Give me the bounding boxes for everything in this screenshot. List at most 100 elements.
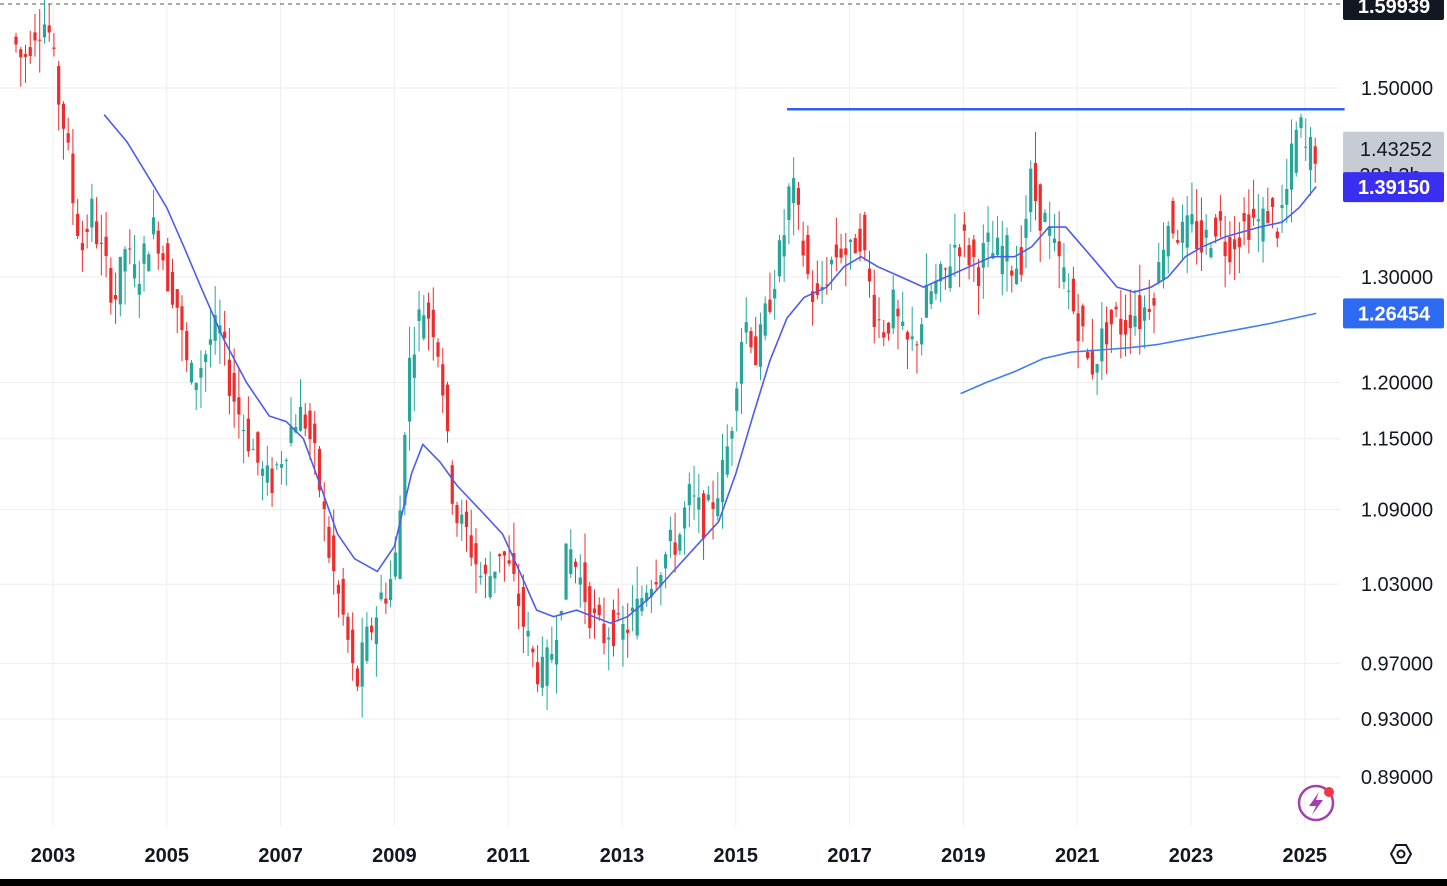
candle-body (682, 507, 687, 529)
candle-body (1285, 188, 1289, 205)
candle-body (1005, 235, 1009, 262)
candle-body (336, 584, 341, 594)
candle-body (792, 178, 796, 204)
candle-body (782, 235, 786, 257)
candle-body (877, 319, 881, 321)
candle-body (602, 623, 606, 644)
candle-body (711, 502, 715, 509)
candle-body (991, 253, 995, 259)
ma-slow-line (960, 312, 1317, 395)
lightning-icon[interactable] (1297, 784, 1335, 822)
candle-body (811, 291, 815, 303)
candle-body (739, 342, 744, 384)
candle-body (1033, 162, 1038, 202)
candle-body (14, 36, 18, 45)
candle-body (1214, 217, 1218, 237)
candle-body (540, 656, 544, 688)
candle-body (692, 495, 696, 497)
candle-body (730, 431, 734, 439)
candle-body (607, 637, 611, 640)
y-tick-label: 1.09000 (1361, 499, 1433, 521)
candle-body (929, 291, 933, 305)
candle-body (687, 484, 691, 506)
candle-body (1294, 129, 1298, 173)
y-tick-label: 0.97000 (1361, 653, 1433, 675)
candle-body (460, 514, 464, 524)
candle-body (716, 498, 720, 517)
candle-body (1057, 241, 1061, 257)
candle-body (57, 66, 61, 105)
candle-body (1043, 212, 1047, 223)
candle-body (469, 535, 473, 558)
candle-body (953, 244, 957, 248)
candle-body (332, 535, 336, 572)
candle-body (80, 243, 84, 251)
candle-body (313, 423, 317, 444)
candle-body (426, 302, 431, 319)
candle-body (95, 221, 99, 245)
candle-body (441, 364, 445, 396)
candle-body (208, 339, 213, 345)
current-price-text: 1.43252 (1360, 139, 1432, 161)
candle-body (242, 429, 246, 431)
candle-body (517, 593, 521, 606)
candle-body (886, 322, 891, 334)
candle-body (801, 240, 805, 256)
candle-body (910, 336, 914, 340)
candle-body (943, 268, 947, 270)
candle-body (23, 54, 28, 57)
candle-body (649, 588, 653, 597)
candle-body (678, 534, 682, 551)
candle-body (109, 268, 113, 303)
candle-body (697, 497, 701, 510)
candle-body (1199, 220, 1204, 253)
candle-body (422, 315, 426, 339)
candle-body (393, 552, 397, 577)
ma-slow-price-label: 1.26454 (1343, 298, 1444, 329)
candle-body (237, 397, 241, 415)
candle-body (1223, 241, 1227, 257)
candle-body (166, 243, 170, 292)
candle-body (213, 315, 217, 341)
candle-body (512, 553, 516, 574)
time-axis[interactable]: 2003 2005 2007 2009 2011 2013 2015 2017 2019 2021… (31, 845, 1327, 867)
ma-fast-price-label: 1.39150 (1343, 172, 1444, 203)
candle-body (76, 213, 80, 237)
candle-body (1157, 262, 1161, 283)
candle-body (28, 47, 32, 57)
candle-body (204, 354, 208, 363)
candle-body (246, 418, 250, 452)
candle-body (972, 239, 976, 257)
candle-body (564, 543, 568, 600)
candle-body (232, 372, 236, 402)
candle-body (227, 359, 231, 396)
candle-body (303, 414, 307, 429)
candle-body (896, 308, 900, 317)
y-tick-label: 1.50000 (1361, 78, 1433, 100)
candle-body (583, 562, 587, 603)
candle-body (1133, 315, 1137, 327)
candle-body (763, 303, 767, 336)
candle-body (1071, 278, 1076, 312)
candle-body (1161, 249, 1166, 280)
candle-body (185, 331, 189, 361)
candle-body (275, 464, 279, 466)
candle-body (934, 280, 938, 294)
candle-body (346, 616, 350, 640)
candle-body (412, 354, 416, 378)
x-tick-label: 2017 (827, 845, 872, 867)
candle-body (939, 264, 943, 282)
candle-body (844, 248, 848, 255)
candle-body (664, 554, 668, 569)
candle-body (1114, 306, 1118, 310)
candle-body (1076, 313, 1080, 342)
candle-body (1014, 268, 1019, 285)
candle-body (1152, 298, 1156, 306)
candle-body (1100, 328, 1104, 362)
candle-body (474, 543, 478, 565)
settings-icon[interactable] (1389, 844, 1413, 864)
candle-body (298, 406, 303, 431)
price-axis[interactable]: 1.50000 1.30000 1.20000 1.15000 1.09000 1.030… (1361, 78, 1433, 789)
candle-body (635, 598, 639, 636)
